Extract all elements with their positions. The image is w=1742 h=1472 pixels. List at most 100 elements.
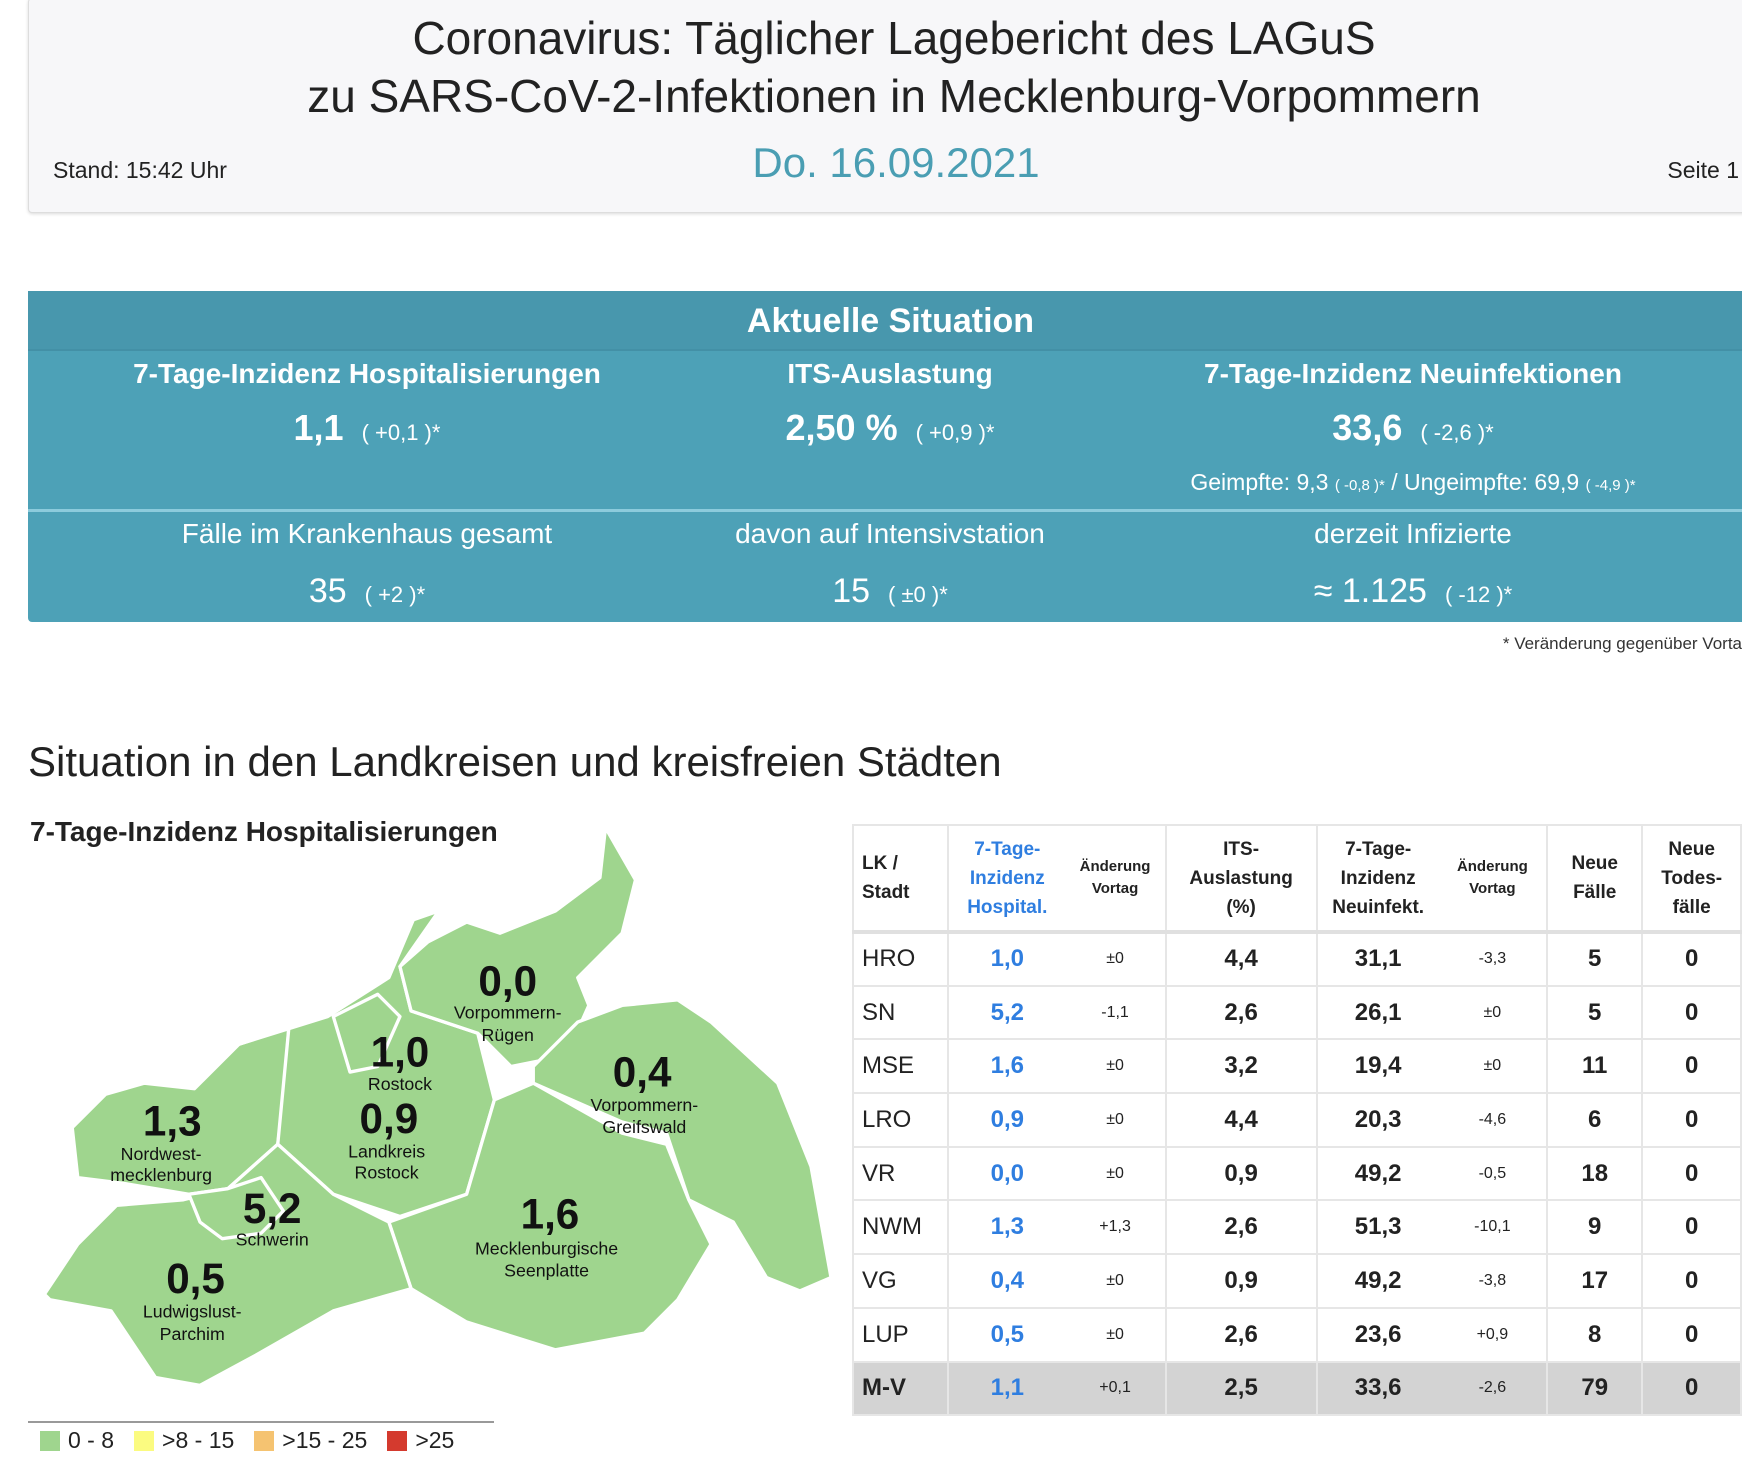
table-cell: -1,1 — [1065, 984, 1167, 1041]
map-value: 0,5 — [166, 1255, 225, 1302]
map-region-name: Rostock — [368, 1074, 432, 1094]
table-cell: 4,4 — [1164, 931, 1318, 987]
table-cell: 49,2 — [1315, 1145, 1439, 1202]
table-cell: -3,8 — [1438, 1253, 1549, 1309]
table-header-row: LK / Stadt 7-Tage- Inzidenz Hospital. Änderun… — [851, 824, 1742, 934]
table-cell: 0,9 — [1164, 1253, 1318, 1309]
map-title: 7-Tage-Inzidenz Hospitalisierungen — [30, 816, 498, 847]
column-header-tod: Neue Todes-fälle — [1641, 824, 1742, 934]
table-cell: 3,2 — [1164, 1038, 1318, 1095]
table-cell: ±0 — [1065, 1306, 1167, 1363]
map-value: 5,2 — [243, 1185, 302, 1232]
table-cell: 23,6 — [1315, 1306, 1439, 1363]
map-region-name: Rügen — [482, 1025, 534, 1045]
column-header-chg1: Änderung Vortag — [1065, 824, 1167, 934]
map-region-name: Greifswald — [602, 1117, 686, 1137]
map-value: 0,4 — [613, 1049, 672, 1096]
table-cell: 2,6 — [1164, 1199, 1318, 1256]
map-value: 1,3 — [143, 1097, 202, 1144]
table-cell: 1,6 — [947, 1038, 1066, 1095]
page-number: Seite 1 — [1667, 157, 1739, 183]
infiziert-label: derzeit Infizierte — [1314, 518, 1512, 549]
table-cell: 0 — [1641, 1306, 1742, 1363]
column-header-faelle: Neue Fälle — [1546, 824, 1644, 934]
table-cell: 0 — [1641, 1253, 1742, 1309]
table-cell: 6 — [1546, 1092, 1644, 1148]
table-cell: ±0 — [1065, 1092, 1167, 1148]
legend-swatch — [254, 1431, 275, 1451]
map-region-name: Ludwigslust- — [143, 1302, 242, 1322]
map-region-name: Mecklenburgische — [475, 1238, 618, 1258]
map-region-vg[interactable] — [531, 998, 833, 1293]
panel-header-band — [28, 291, 1742, 351]
map-region-name: Rostock — [355, 1163, 419, 1183]
table-cell: SN — [851, 984, 950, 1041]
table-cell: 33,6 — [1315, 1360, 1439, 1417]
intensiv-label: davon auf Intensivstation — [735, 518, 1045, 549]
map-region-name: Nordwest- — [121, 1144, 202, 1164]
map-region-mse[interactable] — [387, 1081, 713, 1352]
map-value: 1,0 — [371, 1029, 430, 1076]
table-cell: 5 — [1546, 984, 1644, 1041]
map-region-name: Vorpommern- — [591, 1095, 699, 1115]
legend-item: 0 - 8 — [40, 1427, 114, 1454]
table-row: VR 0,0 ±0 0,9 49,2 -0,5 18 0 — [851, 1145, 1742, 1202]
map-region-name: Vorpommern- — [454, 1003, 562, 1023]
map-region-sn[interactable] — [187, 1175, 285, 1241]
legend-swatch — [134, 1431, 155, 1451]
table-cell: 2,5 — [1164, 1360, 1318, 1417]
table-cell: 0,4 — [947, 1253, 1066, 1309]
table-cell: 0,5 — [947, 1306, 1066, 1363]
kh-value: 35( +2 )* — [308, 572, 426, 610]
map-region-vr[interactable] — [398, 825, 638, 1069]
table-cell: 0 — [1641, 1092, 1742, 1148]
table-cell: ±0 — [1438, 984, 1549, 1041]
table-cell: 1,1 — [947, 1360, 1066, 1417]
legend-item: >15 - 25 — [254, 1427, 367, 1454]
table-cell: 26,1 — [1315, 984, 1439, 1041]
table-cell: ±0 — [1065, 1038, 1167, 1095]
hosp-value: 1,1( +0,1 )* — [293, 407, 441, 448]
table-cell: +1,3 — [1065, 1199, 1167, 1256]
panel-divider — [28, 509, 1742, 512]
legend-divider — [28, 1421, 494, 1423]
table-row: NWM 1,3 +1,3 2,6 51,3 -10,1 9 0 — [851, 1199, 1742, 1256]
map-region-name: Parchim — [160, 1324, 225, 1344]
column-header-hosp: 7-Tage- Inzidenz Hospital. — [947, 824, 1066, 934]
table-cell: -4,6 — [1438, 1092, 1549, 1148]
table-cell: MSE — [851, 1038, 950, 1095]
table-cell: 18 — [1546, 1145, 1644, 1202]
table-cell: ±0 — [1065, 1253, 1167, 1309]
table-cell: 1,0 — [947, 931, 1066, 987]
legend-item: >8 - 15 — [134, 1427, 234, 1454]
table-cell: 5,2 — [947, 984, 1066, 1041]
table-cell: -3,3 — [1438, 931, 1549, 987]
table-row: HRO 1,0 ±0 4,4 31,1 -3,3 5 0 — [851, 931, 1742, 987]
table-cell: 11 — [1546, 1038, 1644, 1095]
section-title: Situation in den Landkreisen und kreisfr… — [28, 738, 1002, 785]
map-legend: 0 - 8 >8 - 15 >15 - 25 >25 — [40, 1427, 454, 1454]
map-region-hro[interactable] — [331, 992, 402, 1074]
table-cell: M-V — [851, 1360, 950, 1417]
table-row: LUP 0,5 ±0 2,6 23,6 +0,9 8 0 — [851, 1306, 1742, 1363]
map-region-name: Schwerin — [236, 1229, 309, 1249]
map-region-name: Seenplatte — [504, 1260, 589, 1280]
table-cell: 2,6 — [1164, 1306, 1318, 1363]
report-date: Do. 16.09.2021 — [752, 139, 1040, 186]
table-cell: 8 — [1546, 1306, 1644, 1363]
map-region-lup[interactable] — [42, 1142, 413, 1388]
map-region-name: mecklenburg — [110, 1165, 212, 1185]
table-cell: 79 — [1546, 1360, 1644, 1417]
neu-label: 7-Tage-Inzidenz Neuinfektionen — [1204, 358, 1622, 389]
table-cell: ±0 — [1065, 1145, 1167, 1202]
table-cell: 20,3 — [1315, 1092, 1439, 1148]
stand-time: Stand: 15:42 Uhr — [53, 157, 227, 183]
table-cell: 31,1 — [1315, 931, 1439, 987]
table-row: VG 0,4 ±0 0,9 49,2 -3,8 17 0 — [851, 1253, 1742, 1309]
table-cell: 0,9 — [1164, 1145, 1318, 1202]
table-cell: 17 — [1546, 1253, 1644, 1309]
intensiv-value: 15( ±0 )* — [832, 572, 948, 610]
map-labels: 0,0 Vorpommern- Rügen 1,0 Rostock 0,4 Vo… — [110, 957, 698, 1343]
column-header-inz: 7-Tage- Inzidenz Neuinfekt. — [1315, 824, 1439, 934]
district-table: LK / Stadt 7-Tage- Inzidenz Hospital. Änderun… — [851, 824, 1742, 1417]
